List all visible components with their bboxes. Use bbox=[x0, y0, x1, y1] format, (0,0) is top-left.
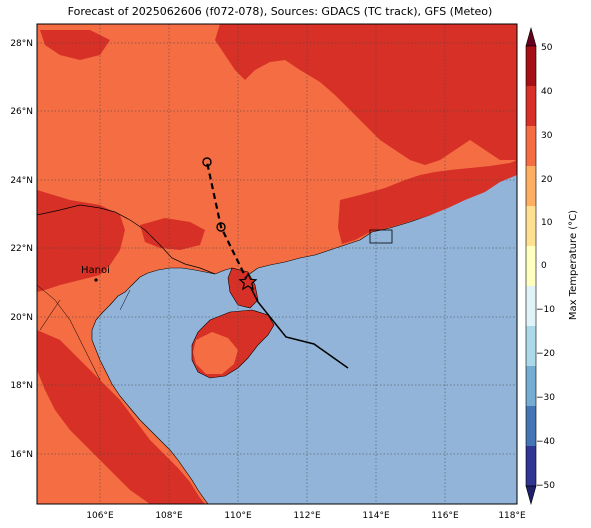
y-tick-label: 28°N bbox=[10, 39, 33, 49]
x-tick-label: 112°E bbox=[293, 511, 321, 521]
colorbar-segment bbox=[526, 166, 536, 207]
x-tick-label: 114°E bbox=[362, 511, 390, 521]
y-tick-label: 22°N bbox=[10, 244, 33, 254]
colorbar-tick: −50 bbox=[536, 481, 555, 491]
x-tick-label: 118°E bbox=[498, 511, 526, 521]
colorbar-tick: −40 bbox=[536, 437, 555, 447]
colorbar-tick: −20 bbox=[536, 349, 555, 359]
colorbar-segment bbox=[526, 326, 536, 367]
colorbar-tick: 50 bbox=[541, 43, 553, 53]
colorbar-tick: 0 bbox=[541, 261, 547, 271]
y-tick-label: 16°N bbox=[10, 450, 33, 460]
x-tick-label: 106°E bbox=[86, 511, 114, 521]
track-forecast-line bbox=[205, 161, 249, 283]
colorbar-label: Max Temperature (°C) bbox=[568, 210, 579, 320]
colorbar-tick: 20 bbox=[541, 175, 553, 185]
colorbar-top-arrow bbox=[525, 26, 537, 47]
colorbar-tick: 40 bbox=[541, 87, 553, 97]
colorbar-segment bbox=[526, 366, 536, 407]
city-label-hanoi: Hanoi bbox=[81, 265, 110, 276]
colorbar-tick: −30 bbox=[536, 393, 555, 403]
land-hot-west bbox=[37, 190, 125, 292]
land-hot-coast bbox=[338, 160, 517, 244]
colorbar-segment bbox=[526, 206, 536, 247]
forecast-point-1 bbox=[216, 222, 226, 232]
colorbar-tick: −10 bbox=[536, 305, 555, 315]
y-tick-label: 20°N bbox=[10, 313, 33, 323]
colorbar-segment bbox=[526, 406, 536, 447]
land-hot-patches bbox=[40, 30, 110, 60]
land-hot-sw bbox=[37, 330, 205, 504]
y-tick-label: 26°N bbox=[10, 107, 33, 117]
gridlines bbox=[37, 24, 517, 504]
colorbar bbox=[525, 26, 537, 506]
city-marker-hanoi bbox=[94, 278, 98, 282]
colorbar-segment bbox=[526, 246, 536, 287]
forecast-point-2 bbox=[202, 157, 212, 167]
map-title: Forecast of 2025062606 (f072-078), Sourc… bbox=[67, 5, 493, 18]
y-tick-label: 18°N bbox=[10, 381, 33, 391]
y-tick-label: 24°N bbox=[10, 176, 33, 186]
colorbar-segment bbox=[526, 126, 536, 167]
hong-kong-box bbox=[369, 229, 393, 244]
y-axis: 16°N 18°N 20°N 22°N 24°N 26°N 28°N bbox=[10, 39, 33, 460]
land-hot-north bbox=[215, 24, 517, 165]
track-observed-line bbox=[247, 281, 349, 369]
country-border bbox=[37, 204, 216, 275]
province-border bbox=[37, 284, 131, 381]
x-tick-label: 108°E bbox=[155, 511, 183, 521]
colorbar-segment bbox=[526, 46, 536, 87]
current-position-star bbox=[238, 272, 258, 291]
land-hainan-sw bbox=[193, 332, 238, 374]
x-tick-label: 116°E bbox=[431, 511, 459, 521]
colorbar-segment bbox=[526, 86, 536, 127]
colorbar-frame bbox=[525, 45, 537, 487]
x-tick-label: 110°E bbox=[224, 511, 252, 521]
colorbar-segment bbox=[526, 446, 536, 487]
x-axis: 106°E 108°E 110°E 112°E 114°E 116°E 118°… bbox=[86, 511, 526, 521]
land-hot-gx bbox=[140, 218, 205, 250]
colorbar-ticks: 50 40 30 20 10 0 −10 −20 −30 −40 −50 bbox=[536, 43, 555, 491]
colorbar-tick: 10 bbox=[541, 218, 553, 228]
map-frame bbox=[36, 23, 518, 505]
colorbar-segment bbox=[526, 286, 536, 327]
colorbar-tick: 30 bbox=[541, 131, 553, 141]
colorbar-bottom-arrow bbox=[525, 485, 537, 506]
